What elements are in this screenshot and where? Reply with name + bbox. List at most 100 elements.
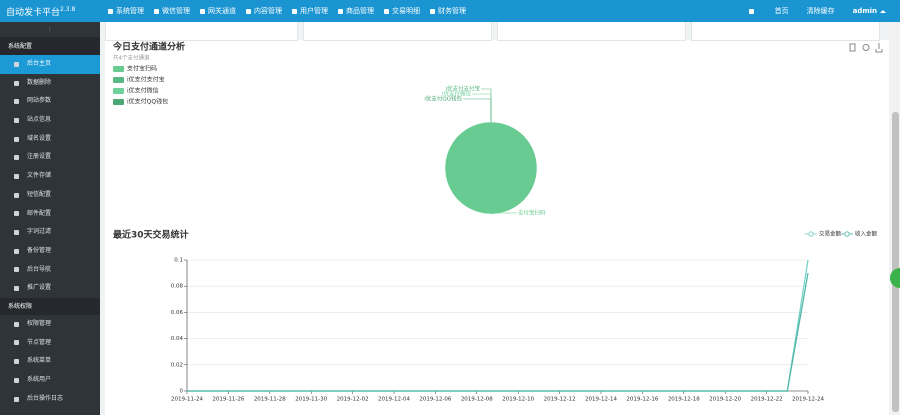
- menu-label: 备份管理: [27, 246, 52, 254]
- menu-label: 推广设置: [27, 284, 52, 292]
- version: 2.3.8: [60, 5, 76, 13]
- nav-icon: [430, 8, 435, 14]
- y-tick-label: 0.06: [171, 310, 184, 316]
- menu-item[interactable]: 短信配置: [0, 186, 100, 205]
- menu-group[interactable]: 系统权限: [0, 297, 100, 315]
- chart-subtitle: 共4个支付通道: [113, 54, 150, 62]
- top-right: 首页 清除缓存 admin: [748, 6, 900, 16]
- legend-label: 支付宝扫码: [127, 65, 157, 73]
- menu-group-label: 系统配置: [8, 43, 33, 50]
- menu-label: 域名设置: [27, 134, 52, 142]
- nav-item[interactable]: 商品管理: [338, 6, 374, 16]
- menu-icon: [14, 80, 19, 86]
- home-link[interactable]: 首页: [774, 7, 789, 15]
- legend-label: 收入金额: [855, 230, 878, 238]
- nav-item[interactable]: 微信管理: [154, 6, 190, 16]
- menu-item[interactable]: 后台操作日志: [0, 390, 100, 409]
- x-tick-label: 2019-11-28: [254, 397, 286, 403]
- series-line: [187, 259, 809, 392]
- menu-icon: [14, 117, 19, 123]
- clear-cache[interactable]: 清除缓存: [806, 7, 835, 15]
- menu-item[interactable]: 系统菜单: [0, 352, 100, 371]
- x-tick-label: 2019-11-26: [212, 397, 244, 403]
- y-tick-label: 0.1: [174, 258, 183, 264]
- legend-swatch: [113, 77, 124, 83]
- leader-line: [472, 93, 492, 122]
- nav-label: 系统管理: [116, 7, 144, 15]
- menu-item[interactable]: 字词过滤: [0, 223, 100, 242]
- nav-item[interactable]: 用户管理: [292, 6, 328, 16]
- menu-label: 站点信息: [27, 116, 52, 124]
- y-tick-label: 0.02: [171, 362, 183, 368]
- scroll-thumb[interactable]: [892, 112, 899, 412]
- top-bar: 自动发卡平台2.3.8 系统管理 微信管理 网关通道 内容管理 用户管理 商品管理 交易明细…: [0, 0, 900, 22]
- menu-item[interactable]: 权限管理: [0, 315, 100, 334]
- menu-item[interactable]: 数据删除: [0, 74, 100, 93]
- float-button[interactable]: [890, 268, 900, 288]
- menu-item[interactable]: 注册设置: [0, 148, 100, 167]
- menu-label: 数据删除: [27, 78, 52, 86]
- stat-card: [303, 22, 492, 41]
- menu-icon: [14, 340, 19, 346]
- menu-item[interactable]: 网站参数: [0, 92, 100, 111]
- brand[interactable]: 自动发卡平台2.3.8: [0, 5, 108, 18]
- nav-item[interactable]: 财务管理: [430, 6, 466, 16]
- menu-icon: [14, 286, 19, 292]
- menu-item[interactable]: 邮件配置: [0, 205, 100, 224]
- menu-item[interactable]: 后台主页: [0, 55, 100, 74]
- menu-icon: [14, 248, 19, 254]
- menu-item[interactable]: 文件存储: [0, 167, 100, 186]
- nav-item[interactable]: 交易明细: [384, 6, 420, 16]
- menu-item[interactable]: 节点管理: [0, 334, 100, 353]
- stat-card: [691, 22, 880, 41]
- sidebar: ⋮ 系统配置后台主页数据删除网站参数站点信息域名设置注册设置文件存储短信配置邮件配…: [0, 22, 100, 415]
- menu-label: 系统用户: [27, 376, 52, 383]
- menu-icon: [14, 377, 19, 383]
- refresh-icon[interactable]: [748, 8, 754, 14]
- content-panel: [105, 40, 889, 415]
- menu-item[interactable]: 系统用户: [0, 371, 100, 390]
- chart-title: 今日支付通道分析: [112, 41, 185, 53]
- menu-label: 系统菜单: [27, 357, 52, 365]
- menu-item[interactable]: 推广设置: [0, 279, 100, 298]
- icon-refresh[interactable]: [862, 44, 870, 51]
- nav-label: 内容管理: [254, 7, 282, 15]
- menu-item[interactable]: 后台导航: [0, 261, 100, 280]
- nav-item[interactable]: 网关通道: [200, 6, 236, 16]
- nav-item[interactable]: 系统管理: [108, 6, 144, 16]
- y-tick-label: 0.08: [171, 284, 184, 290]
- menu-label: 短信配置: [27, 190, 52, 198]
- legend-label: i优支付微信: [127, 87, 159, 95]
- menu-icon: [14, 155, 19, 161]
- menu-icon: [14, 136, 19, 142]
- icon-view[interactable]: [849, 43, 856, 52]
- menu-label: 注册设置: [27, 153, 52, 161]
- legend-marker: [844, 231, 850, 237]
- legend-marker: [808, 231, 814, 237]
- nav-label: 用户管理: [300, 7, 328, 15]
- y-tick-label: 0: [180, 389, 184, 395]
- menu-group[interactable]: 系统配置: [0, 38, 100, 55]
- scrollbar: [891, 22, 900, 415]
- x-tick-label: 2019-11-30: [295, 397, 327, 403]
- menu-item[interactable]: 站点信息: [0, 111, 100, 130]
- x-tick-label: 2019-12-08: [461, 397, 493, 403]
- legend-swatch: [113, 99, 124, 105]
- menu-icon: [14, 211, 19, 217]
- x-tick-label: 2019-12-04: [378, 397, 410, 403]
- nav-item[interactable]: 内容管理: [246, 6, 282, 16]
- user-menu[interactable]: admin: [853, 7, 886, 15]
- nav-icon: [384, 8, 389, 14]
- menu-label: 字词过滤: [27, 228, 52, 236]
- menu-item[interactable]: 域名设置: [0, 130, 100, 149]
- slice-label: 支付宝扫码: [518, 209, 546, 217]
- x-tick-label: 2019-12-16: [626, 397, 658, 403]
- menu-label: 后台主页: [27, 60, 52, 67]
- y-tick-label: 0.04: [171, 336, 184, 342]
- sidebar-toggle[interactable]: ⋮: [0, 22, 100, 38]
- icon-download[interactable]: [875, 43, 883, 53]
- legend-label: i优支付支付宝: [127, 76, 165, 84]
- menu-item[interactable]: 备份管理: [0, 242, 100, 261]
- nav-label: 微信管理: [162, 7, 190, 15]
